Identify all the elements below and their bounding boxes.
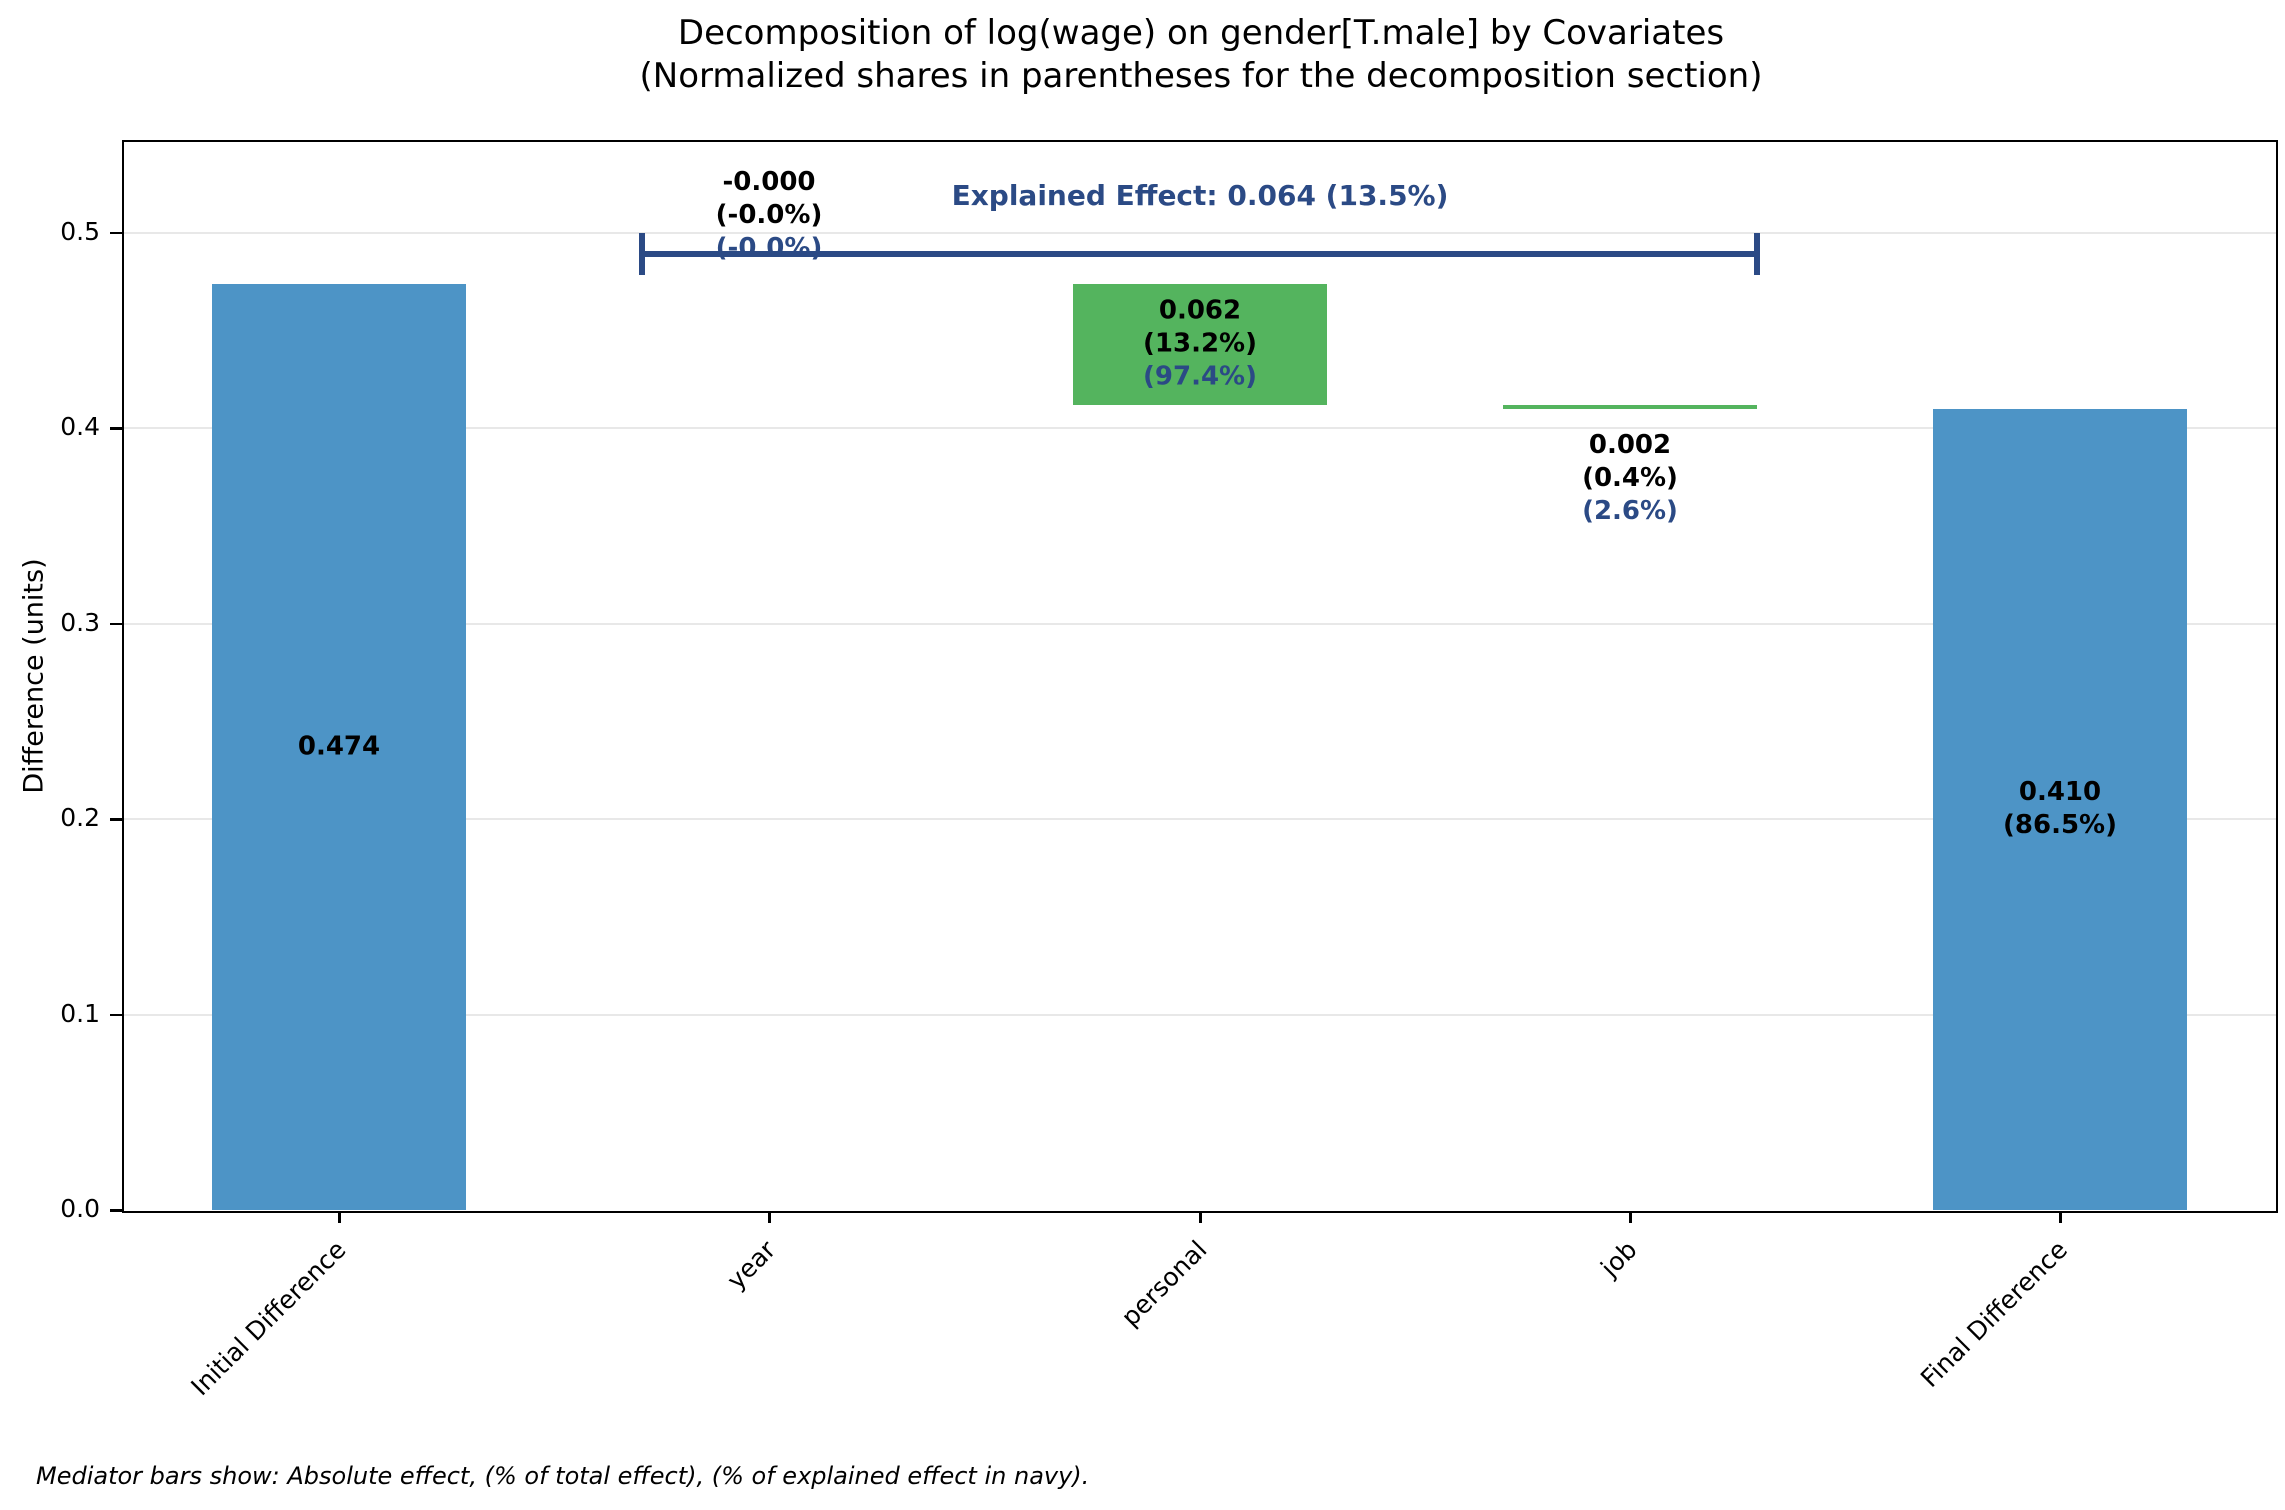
explained-effect-bracket [642, 251, 1756, 257]
chart-subtitle: (Normalized shares in parentheses for th… [639, 56, 1763, 96]
y-tick-label-0.0: 0.0 [60, 1194, 100, 1223]
x-tick-mark-final-difference [2059, 1211, 2062, 1223]
x-tick-label-personal: personal [1115, 1235, 1213, 1332]
gridline-y-0.2 [124, 818, 2276, 821]
plot-area: 0.474 -0.000 (-0.0%) (-0.0%) 0.062 (13.2%) (97… [122, 140, 2278, 1213]
footer-note: Mediator bars show: Absolute effect, (% … [36, 1462, 1090, 1490]
y-tick-mark-0.0 [110, 1209, 122, 1212]
bar-value-label-job: (0.4%) [1582, 463, 1678, 493]
y-tick-label-0.4: 0.4 [60, 412, 100, 442]
explained-effect-annotation: Explained Effect: 0.064 (13.5%) [951, 179, 1449, 212]
y-tick-mark-0.3 [110, 622, 122, 626]
bar-value-label-personal: (97.4%) [1143, 361, 1257, 392]
bar-value-label-final-difference: 0.410 [2018, 777, 2102, 807]
y-tick-label-0.3: 0.3 [60, 607, 100, 637]
bar-value-label-job: (2.6%) [1582, 496, 1678, 526]
bar-value-label-year: (-0.0%) [715, 200, 823, 230]
x-tick-mark-personal [1199, 1211, 1202, 1223]
bar-value-label-year: -0.000 [722, 167, 816, 197]
bar-label-block-job: 0.002 (0.4%) (2.6%) [1430, 429, 1830, 528]
bar-value-label-personal: 0.062 [1158, 295, 1242, 326]
bracket-cap-right [1754, 233, 1760, 275]
chart-title: Decomposition of log(wage) on gender[T.m… [677, 13, 1725, 53]
x-tick-mark-initial-difference [338, 1211, 341, 1223]
bar-final-difference [1933, 409, 2187, 1210]
bracket-cap-left [639, 233, 645, 275]
y-tick-mark-0.4 [110, 427, 122, 430]
gridline-y-0.4 [124, 427, 2276, 430]
x-tick-label-final-difference: Final Difference [1914, 1235, 2073, 1394]
bar-value-label-job: 0.002 [1588, 430, 1672, 460]
bar-label-block-personal: 0.062 (13.2%) (97.4%) [1000, 295, 1400, 394]
bar-label-block-final-difference: 0.410 (86.5%) [1860, 776, 2260, 842]
x-tick-label-job: job [1595, 1235, 1643, 1283]
x-tick-mark-job [1629, 1211, 1632, 1223]
y-tick-mark-0.5 [110, 231, 122, 235]
y-axis-label: Difference (units) [18, 558, 50, 794]
bar-job [1503, 405, 1757, 409]
bar-value-label-personal: (13.2%) [1143, 328, 1257, 359]
y-tick-mark-0.2 [110, 818, 122, 821]
x-tick-label-initial-difference: Initial Difference [185, 1235, 352, 1402]
bar-initial-difference [212, 284, 466, 1210]
bar-label-block-year: -0.000 (-0.0%) (-0.0%) [569, 166, 969, 265]
y-tick-label-0.1: 0.1 [60, 998, 100, 1028]
y-tick-label-0.2: 0.2 [60, 803, 100, 833]
y-tick-mark-0.1 [110, 1013, 122, 1017]
bar-value-label-initial-difference: 0.474 [297, 731, 381, 762]
bar-value-label-final-difference: (86.5%) [2003, 810, 2117, 840]
gridline-y-0.1 [124, 1013, 2276, 1016]
gridline-y-0.3 [124, 622, 2276, 625]
x-tick-mark-year [768, 1211, 771, 1223]
bar-value-label-year: (-0.0%) [715, 233, 823, 263]
chart-title-block: Decomposition of log(wage) on gender[T.m… [640, 12, 1763, 98]
y-tick-label-0.5: 0.5 [60, 216, 100, 246]
x-tick-label-year: year [721, 1235, 782, 1295]
gridline-y-0.5 [124, 231, 2276, 234]
bar-label-block-initial-difference: 0.474 [139, 731, 539, 764]
bar-personal [1073, 284, 1327, 405]
